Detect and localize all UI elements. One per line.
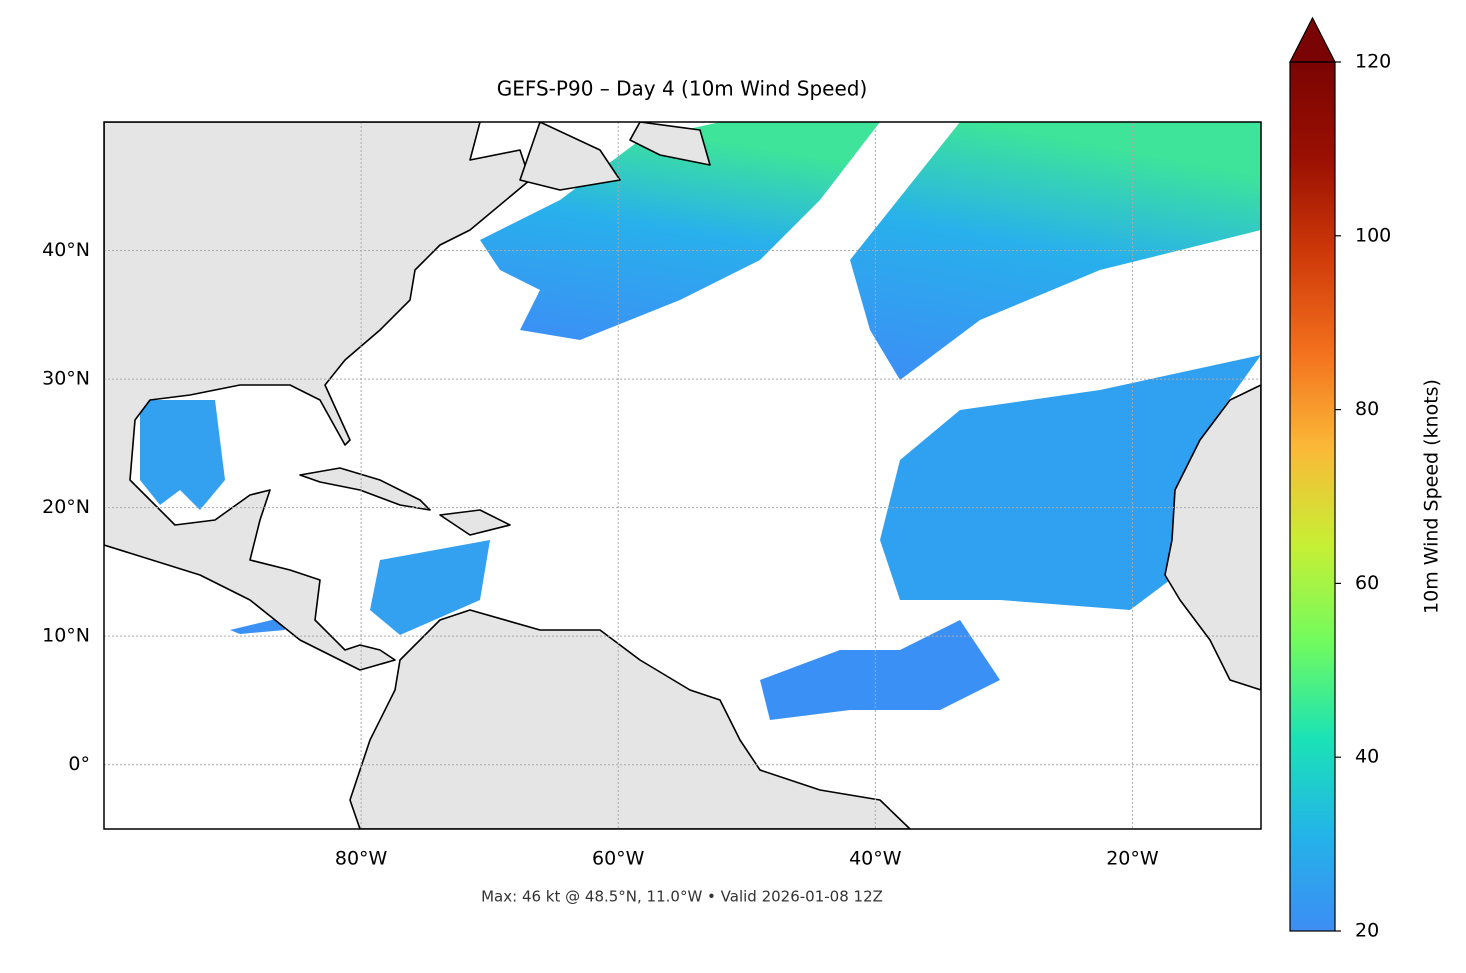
wind-region — [480, 122, 880, 340]
colorbar-tick-label: 40 — [1355, 746, 1379, 768]
colorbar-label: 10m Wind Speed (knots) — [1421, 379, 1443, 614]
x-tick-label: 80°W — [335, 848, 388, 870]
south-america — [349, 609, 911, 829]
island — [629, 122, 711, 166]
island — [519, 122, 621, 191]
colorbar: 20 40 60 80 100 120 10m Wind Speed (knots) — [1289, 16, 1443, 942]
africa — [1164, 384, 1261, 691]
wind-region — [370, 540, 490, 635]
colorbar-tick-label: 100 — [1355, 224, 1391, 246]
colorbar-frame — [1289, 61, 1336, 932]
x-tick-label: 40°W — [849, 848, 902, 870]
y-tick-label: 30°N — [42, 368, 90, 390]
map-area — [104, 122, 1261, 829]
map-title: GEFS-P90 – Day 4 (10m Wind Speed) — [497, 77, 868, 101]
y-tick-label: 40°N — [42, 239, 90, 261]
colorbar-tick-label: 80 — [1355, 398, 1379, 420]
graticule — [104, 122, 1261, 829]
y-tick-label: 20°N — [42, 496, 90, 518]
y-tick-label: 10°N — [42, 625, 90, 647]
x-tick-label: 20°W — [1106, 848, 1159, 870]
colorbar-tick-label: 60 — [1355, 572, 1379, 594]
colorbar-extension — [1289, 16, 1336, 63]
colorbar-fill — [1290, 62, 1335, 931]
wind-region — [230, 618, 285, 634]
wind-region — [850, 122, 1261, 380]
footnote: Max: 46 kt @ 48.5°N, 11.0°W • Valid 2026… — [481, 888, 883, 906]
map-frame — [103, 121, 1262, 830]
colorbar-tick-label: 120 — [1355, 51, 1391, 73]
cuba — [299, 467, 431, 511]
wind-field — [140, 122, 1261, 720]
x-tick-label: 60°W — [592, 848, 645, 870]
land — [104, 122, 1261, 829]
wind-region — [760, 620, 1000, 720]
hispaniola — [439, 509, 511, 536]
y-tick-label: 0° — [68, 753, 90, 775]
wind-region — [140, 400, 225, 510]
axis-ticks: 80°W 60°W 40°W 20°W 0° 10°N 20°N 30°N 40°N — [42, 239, 1159, 869]
north-america — [104, 122, 531, 671]
wind-region — [880, 355, 1261, 610]
colorbar-tick-label: 20 — [1355, 920, 1379, 942]
